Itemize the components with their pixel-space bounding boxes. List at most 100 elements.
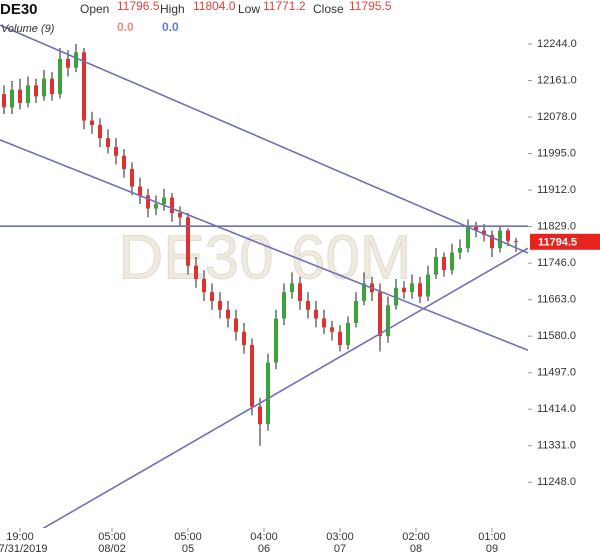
trendline: [0, 139, 528, 351]
x-tick-label: 01:00: [478, 531, 506, 543]
y-tick-label: 11663.0: [537, 294, 576, 306]
candle-body: [146, 195, 150, 209]
trendline: [0, 24, 528, 254]
volume-label: Volume (9): [1, 23, 55, 35]
y-tick-label: 11331.0: [537, 440, 576, 452]
quote-label: Low: [238, 2, 260, 16]
candle-body: [506, 230, 510, 241]
candle-body: [26, 85, 30, 103]
candle-body: [130, 168, 134, 187]
candle-body: [514, 240, 518, 242]
candle-body: [298, 283, 302, 301]
candle-body: [274, 318, 278, 363]
candle-body: [194, 265, 198, 279]
candle-body: [186, 217, 190, 266]
x-tick-label: 04:00: [250, 531, 278, 543]
candle-body: [74, 52, 78, 68]
x-tick-date: 08: [410, 543, 422, 555]
candle-body: [234, 318, 238, 332]
volume-value: 0.0: [117, 20, 134, 34]
candle-body: [338, 331, 342, 345]
candle-body: [306, 300, 310, 310]
candle-body: [466, 226, 470, 249]
y-tick-label: 11746.0: [537, 257, 576, 269]
candle-body: [482, 230, 486, 235]
candle-body: [162, 197, 166, 205]
candle-body: [138, 186, 142, 196]
y-tick-label: 12078.0: [537, 111, 577, 123]
candle-body: [90, 120, 94, 125]
candle-body: [386, 305, 390, 337]
x-tick-date: 07/31/2019: [0, 543, 48, 555]
candle-body: [290, 283, 294, 293]
candle-body: [202, 278, 206, 293]
candle-body: [498, 230, 502, 249]
x-tick-label: 05:00: [98, 531, 126, 543]
candle-body: [242, 331, 246, 345]
symbol-title: DE30: [0, 1, 38, 18]
y-tick-label: 11912.0: [537, 184, 576, 196]
candle-body: [10, 89, 14, 108]
candle-body: [106, 138, 110, 147]
x-tick-label: 05:00: [174, 531, 202, 543]
x-tick-date: 09: [486, 543, 498, 555]
candle-body: [362, 283, 366, 301]
candle-body: [426, 274, 430, 297]
candle-body: [82, 52, 86, 121]
y-tick-label: 11414.0: [537, 403, 576, 415]
x-tick-label: 02:00: [402, 531, 430, 543]
candle-body: [410, 283, 414, 293]
quote-value: 11795.5: [349, 0, 392, 13]
last-price-label: 11794.5: [538, 237, 577, 249]
candle-body: [170, 197, 174, 213]
quote-label: High: [160, 2, 185, 16]
candle-body: [114, 146, 118, 156]
candle-body: [354, 300, 358, 323]
candle-body: [50, 78, 54, 95]
quote-value: 11804.0: [193, 0, 236, 13]
x-tick-date: 05: [182, 543, 194, 555]
candle-body: [434, 256, 438, 275]
y-tick-label: 11829.0: [537, 221, 576, 233]
y-tick-label: 11497.0: [537, 367, 576, 379]
quote-value: 11771.2: [263, 0, 306, 13]
quote-value: 11796.5: [117, 0, 160, 13]
candle-body: [218, 300, 222, 310]
candle-body: [346, 322, 350, 345]
candle-body: [314, 309, 318, 319]
candle-body: [394, 287, 398, 306]
candle-body: [2, 94, 6, 108]
candle-body: [226, 309, 230, 319]
candle-body: [250, 344, 254, 407]
candle-body: [66, 58, 70, 68]
y-tick-label: 11995.0: [537, 147, 576, 159]
x-tick-date: 07: [334, 543, 346, 555]
candle-body: [490, 234, 494, 249]
candle-body: [154, 204, 158, 209]
candle-body: [474, 226, 478, 231]
candle-body: [322, 318, 326, 328]
candle-body: [18, 89, 22, 103]
y-tick-label: 12161.0: [537, 74, 577, 86]
candle-body: [98, 124, 102, 139]
candle-body: [378, 292, 382, 337]
candle-body: [58, 58, 62, 95]
candle-body: [42, 78, 46, 97]
trendline: [42, 247, 528, 528]
last-price-tag: [530, 233, 600, 250]
candle-body: [34, 85, 38, 97]
volume-value: 0.0: [162, 20, 179, 34]
candle-body: [402, 287, 406, 293]
candle-body: [210, 292, 214, 301]
candle-body: [258, 406, 262, 425]
y-tick-label: 12244.0: [537, 38, 577, 50]
candle-body: [458, 248, 462, 253]
watermark: DE30 60M: [119, 223, 412, 292]
x-tick-label: 19:00: [6, 531, 34, 543]
x-tick-date: 08/02: [98, 543, 126, 555]
candle-body: [178, 212, 182, 218]
candle-body: [330, 327, 334, 332]
x-tick-date: 06: [258, 543, 270, 555]
candle-body: [450, 252, 454, 271]
